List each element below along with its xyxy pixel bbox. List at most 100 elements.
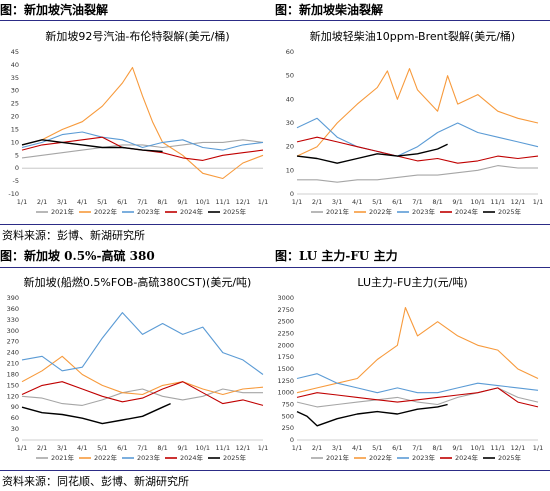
series-line xyxy=(296,403,448,427)
series-line xyxy=(296,373,539,394)
y-tick-label: 750 xyxy=(282,401,294,409)
x-tick-label: 1/1 xyxy=(17,444,27,452)
y-tick-label: 5 xyxy=(15,151,19,159)
x-tick-label: 11/1 xyxy=(491,198,506,206)
x-tick-label: 9/1 xyxy=(177,444,187,452)
y-tick-label: 1000 xyxy=(277,389,294,397)
x-tick-label: 6/1 xyxy=(117,198,127,206)
x-tick-label: 12/1 xyxy=(511,444,526,452)
y-tick-label: 300 xyxy=(7,327,19,335)
rule-source-bottom xyxy=(0,470,550,471)
x-tick-label: 7/1 xyxy=(137,444,147,452)
y-tick-label: 30 xyxy=(11,87,19,95)
y-tick-label: 30 xyxy=(286,119,294,127)
legend-label: 2022年 xyxy=(369,207,393,216)
series-line xyxy=(21,355,264,396)
y-tick-label: 90 xyxy=(11,403,19,411)
series-line xyxy=(21,139,264,159)
x-tick-label: 8/1 xyxy=(432,444,442,452)
chart-svg: LU主力-FU主力(元/吨) 0 250 500 750 1000 1250 1500 1750… xyxy=(277,276,543,462)
y-tick-label: 15 xyxy=(11,125,19,133)
legend-label: 2025年 xyxy=(498,207,522,216)
chart-gasoline-crack: 新加坡92号汽油-布伦特裂解(美元/桶) -10 -5 0 5 10 15 20 25 30 35 4… xyxy=(0,22,275,242)
chart-title: 新加坡92号汽油-布伦特裂解(美元/桶) xyxy=(45,29,229,43)
y-tick-label: 240 xyxy=(7,349,19,357)
y-tick-label: 150 xyxy=(7,381,19,389)
y-tick-label: 25 xyxy=(11,100,19,108)
legend-label: 2021年 xyxy=(51,207,75,216)
legend-label: 2021年 xyxy=(326,453,350,462)
legend-label: 2023年 xyxy=(412,453,436,462)
chart-title: LU主力-FU主力(元/吨) xyxy=(357,276,467,289)
x-tick-label: 7/1 xyxy=(412,198,422,206)
y-tick-label: 60 xyxy=(286,48,294,56)
legend-label: 2021年 xyxy=(326,207,350,216)
x-tick-label: 10/1 xyxy=(470,444,485,452)
series-line xyxy=(296,143,448,164)
header-bottom-left: 图：新加坡 0.5%-高硫 380 xyxy=(0,249,155,263)
y-tick-label: -10 xyxy=(8,190,19,198)
x-tick-label: 6/1 xyxy=(392,444,402,452)
y-tick-label: 1750 xyxy=(277,353,294,361)
chart-svg: 新加坡轻柴油10ppm-Brent裂解(美元/桶) 0 10 20 30 40 50 60 1/… xyxy=(286,29,544,216)
y-tick-label: -5 xyxy=(13,177,19,185)
y-tick-label: 0 xyxy=(15,164,19,172)
legend-label: 2024年 xyxy=(180,453,204,462)
y-tick-label: 180 xyxy=(7,370,19,378)
y-tick-label: 3000 xyxy=(277,294,294,302)
x-tick-label: 2/1 xyxy=(312,444,322,452)
rule-mid xyxy=(0,267,550,268)
x-tick-label: 8/1 xyxy=(157,198,167,206)
x-tick-label: 4/1 xyxy=(352,198,362,206)
rule-source-top xyxy=(0,224,550,225)
x-tick-label: 5/1 xyxy=(97,444,107,452)
y-tick-label: 2500 xyxy=(277,318,294,326)
x-tick-label: 3/1 xyxy=(57,444,67,452)
x-tick-label: 1/1 xyxy=(258,198,268,206)
source-top: 资料来源：彭博、新湖研究所 xyxy=(2,229,145,242)
series-line xyxy=(21,388,263,406)
x-tick-label: 5/1 xyxy=(97,198,107,206)
y-tick-label: 10 xyxy=(286,166,294,174)
header-bottom-right: 图：LU 主力-FU 主力 xyxy=(275,249,398,263)
x-tick-label: 12/1 xyxy=(511,198,526,206)
x-tick-label: 7/1 xyxy=(412,444,422,452)
series-line xyxy=(296,387,539,408)
chart-title: 新加坡(船燃0.5%FOB-高硫380CST)(美元/吨) xyxy=(24,275,252,289)
legend-label: 2023年 xyxy=(137,207,161,216)
x-tick-label: 11/1 xyxy=(216,198,231,206)
y-tick-label: 50 xyxy=(286,72,294,80)
y-tick-label: 40 xyxy=(11,61,19,69)
series-line xyxy=(296,306,539,394)
x-tick-label: 5/1 xyxy=(372,444,382,452)
x-tick-label: 9/1 xyxy=(452,198,462,206)
series-line xyxy=(21,312,264,375)
chart-svg: 新加坡(船燃0.5%FOB-高硫380CST)(美元/吨) 0 30 60 90 120 1… xyxy=(7,275,269,462)
legend-label: 2023年 xyxy=(412,207,436,216)
y-tick-label: 2750 xyxy=(277,306,294,314)
x-tick-label: 4/1 xyxy=(352,444,362,452)
header-top-left: 图：新加坡汽油裂解 xyxy=(0,3,109,17)
y-tick-label: 1500 xyxy=(277,365,294,373)
x-tick-label: 1/1 xyxy=(533,198,543,206)
series-line xyxy=(21,131,264,151)
chart-title: 新加坡轻柴油10ppm-Brent裂解(美元/桶) xyxy=(310,29,515,43)
x-tick-label: 4/1 xyxy=(77,444,87,452)
y-tick-label: 120 xyxy=(7,392,19,400)
legend-label: 2022年 xyxy=(94,453,118,462)
x-tick-label: 1/1 xyxy=(17,198,27,206)
legend-label: 2023年 xyxy=(137,453,161,462)
y-tick-label: 30 xyxy=(11,425,19,433)
y-tick-label: 500 xyxy=(282,412,294,420)
y-tick-label: 60 xyxy=(11,414,19,422)
series-line xyxy=(297,165,538,183)
x-tick-label: 9/1 xyxy=(452,444,462,452)
y-tick-label: 2000 xyxy=(277,341,294,349)
x-tick-label: 8/1 xyxy=(157,444,167,452)
x-tick-label: 1/1 xyxy=(258,444,268,452)
x-tick-label: 10/1 xyxy=(195,198,210,206)
x-tick-label: 3/1 xyxy=(332,198,342,206)
x-tick-label: 8/1 xyxy=(432,198,442,206)
chart-diesel-crack: 新加坡轻柴油10ppm-Brent裂解(美元/桶) 0 10 20 30 40 50 60 1/… xyxy=(275,22,550,242)
x-tick-label: 10/1 xyxy=(195,444,210,452)
